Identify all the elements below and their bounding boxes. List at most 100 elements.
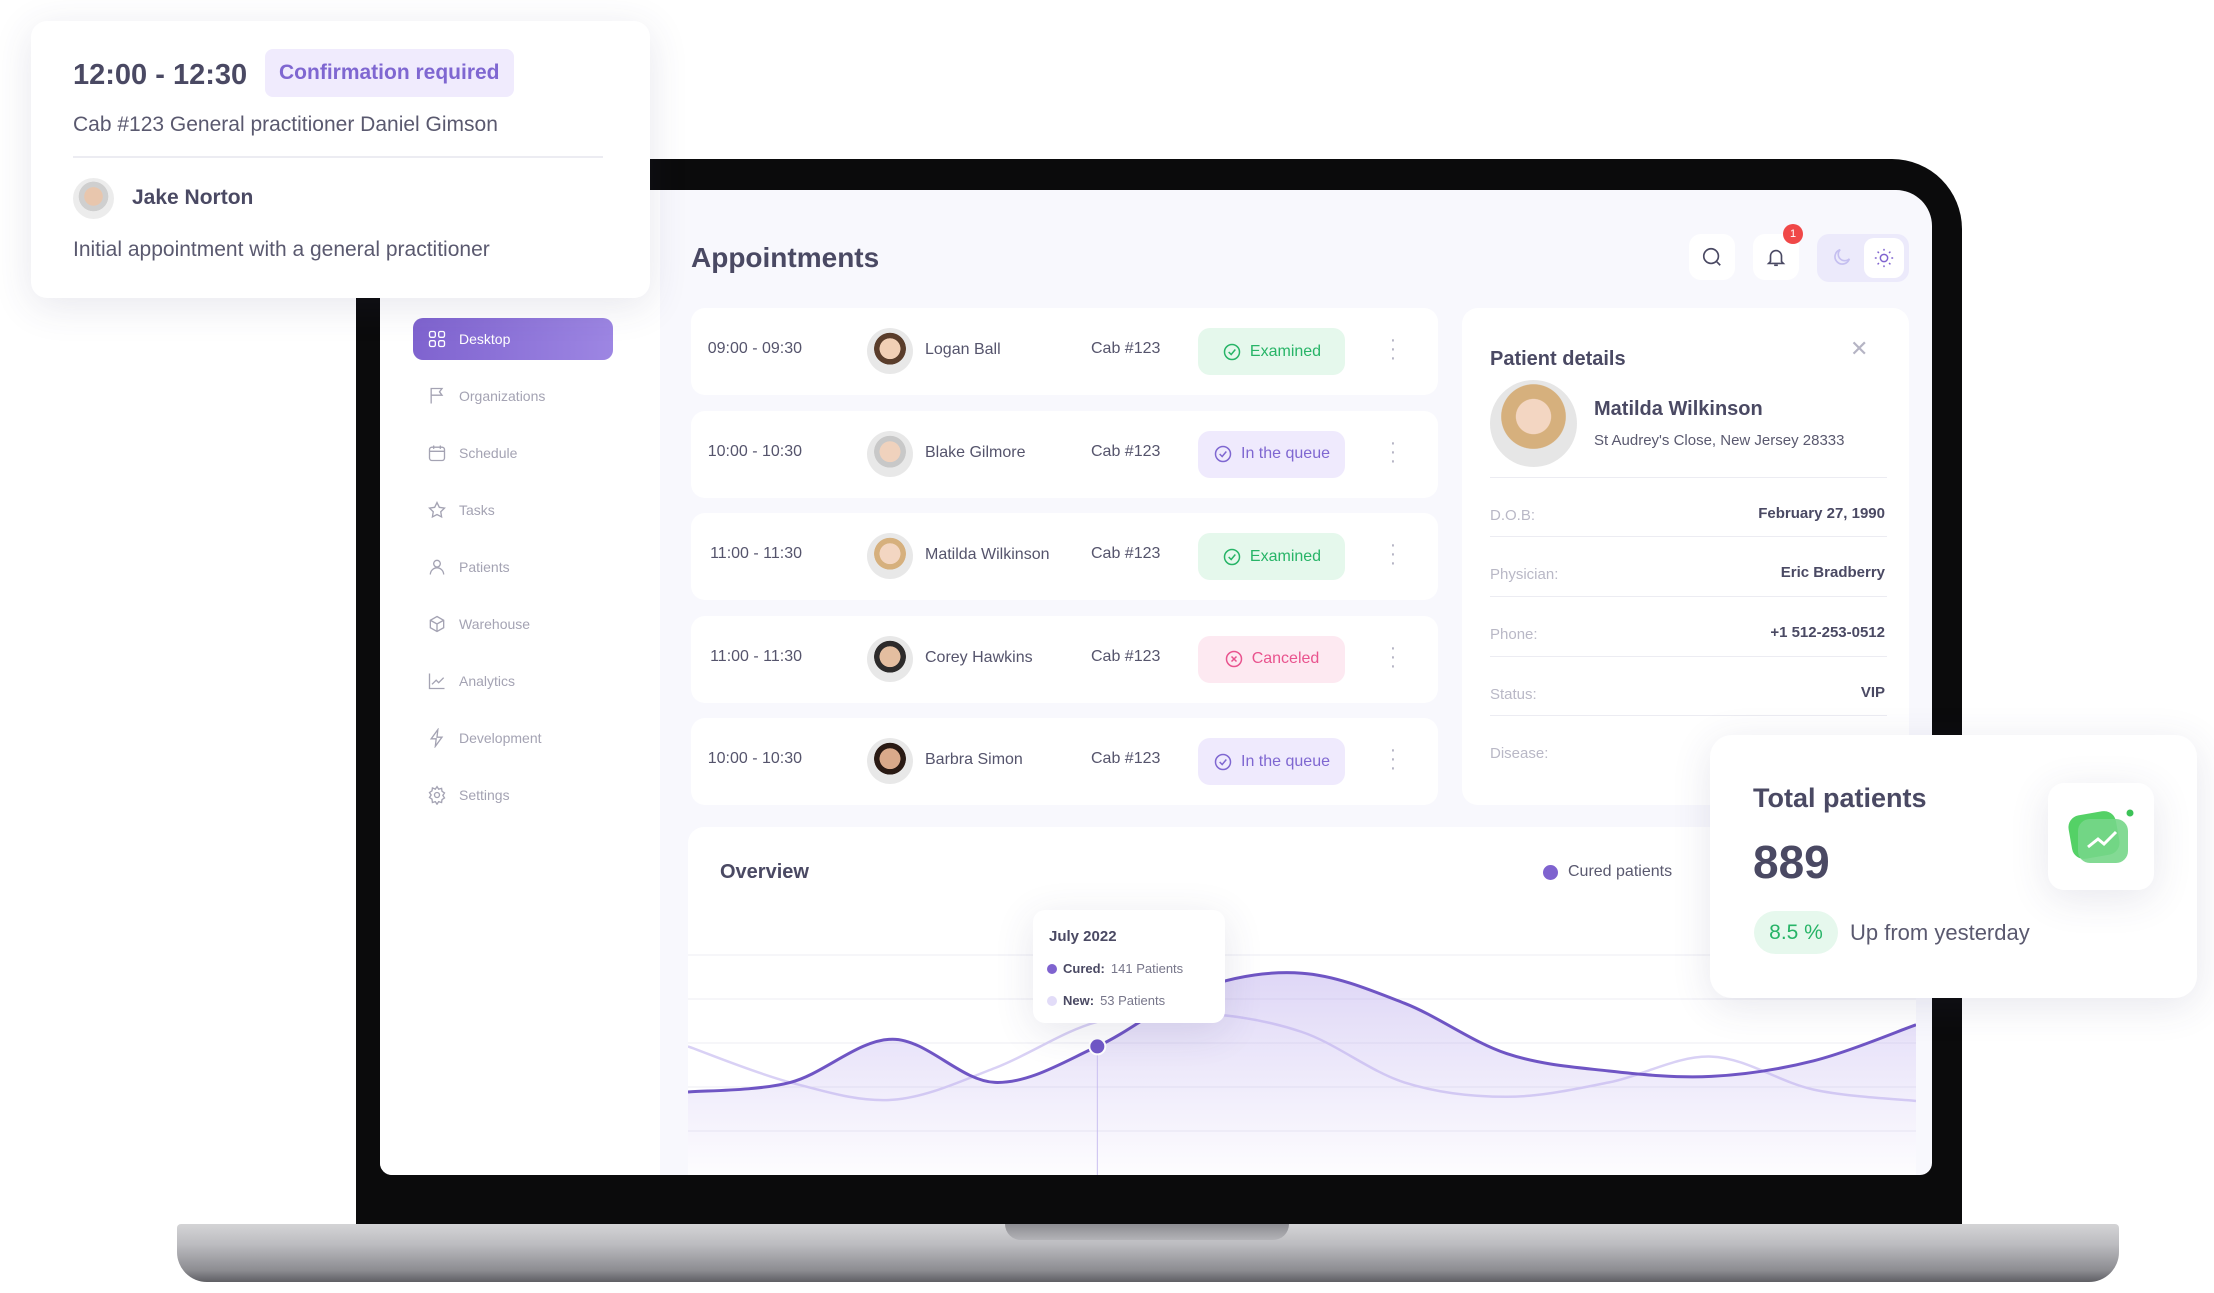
status-badge: Canceled <box>1198 635 1345 683</box>
appointment-row[interactable]: 10:00 - 10:30 Blake Gilmore Cab #123 In … <box>691 410 1438 498</box>
bell-icon <box>1766 249 1786 267</box>
total-value: 889 <box>1753 836 1830 888</box>
divider <box>1490 477 1887 478</box>
cured-series-line <box>688 971 1916 1094</box>
appointment-popup[interactable]: 12:00 - 12:30 Confirmation required Cab … <box>31 21 650 298</box>
check-circle-icon <box>1223 343 1241 360</box>
theme-toggle[interactable] <box>1817 234 1909 282</box>
overview-chart <box>688 954 1916 1175</box>
legend-dot <box>1543 864 1558 880</box>
notifications-button[interactable]: 1 <box>1753 224 1803 280</box>
patient-name[interactable]: Barbra Simon <box>925 751 1023 768</box>
chart-legend: Cured patients <box>1543 863 1672 881</box>
popup-patient-name: Jake Norton <box>132 186 254 209</box>
field-value: February 27, 1990 <box>1758 505 1885 522</box>
cabinet: Cab #123 <box>1091 750 1161 767</box>
appointment-time: 11:00 - 11:30 <box>710 647 802 665</box>
status-label: Examined <box>1249 342 1322 360</box>
chart-line-icon <box>428 673 445 690</box>
app-screen: Desktop Organizations Schedule Tasks Patient… <box>380 190 1932 1175</box>
appointment-row[interactable]: 11:00 - 11:30 Corey Hawkins Cab #123 Can… <box>691 615 1438 703</box>
gear-icon <box>428 785 446 805</box>
patient-name[interactable]: Logan Ball <box>925 341 1001 358</box>
patient-name: Matilda Wilkinson <box>1594 398 1763 420</box>
tooltip-cured: Cured: 141 Patients <box>1047 961 1183 976</box>
cabinet: Cab #123 <box>1091 647 1161 665</box>
sidebar-item-tasks[interactable]: Tasks <box>413 489 613 531</box>
tooltip-title: July 2022 <box>1049 928 1117 945</box>
trend-icon-box <box>2048 783 2154 890</box>
appointment-row[interactable]: 10:00 - 10:30 Barbra Simon Cab #123 In t… <box>691 718 1438 805</box>
patient-details-panel: Patient details ✕ Matilda Wilkinson St A… <box>1462 308 1909 805</box>
laptop-notch <box>1005 1224 1289 1240</box>
field-value: VIP <box>1860 684 1885 701</box>
overview-card: Overview Cured patients July 2022 Cured:… <box>688 827 1916 1175</box>
sun-icon[interactable] <box>1864 238 1904 278</box>
sidebar-item-label: Desktop <box>459 331 511 347</box>
total-title: Total patients <box>1753 783 1927 813</box>
sidebar-item-analytics[interactable]: Analytics <box>413 660 613 702</box>
more-options-icon[interactable]: · · · <box>1389 534 1397 574</box>
confirmation-badge: Confirmation required <box>265 49 514 97</box>
field-value: +1 512-253-0512 <box>1770 624 1885 641</box>
field-value: Eric Bradberry <box>1780 564 1885 581</box>
divider <box>73 156 603 158</box>
patient-address: St Audrey's Close, New Jersey 28333 <box>1594 432 1845 449</box>
sidebar-item-label: Schedule <box>459 445 518 461</box>
status-label: Examined <box>1249 547 1322 565</box>
popup-details: Cab #123 General practitioner Daniel Gim… <box>73 113 498 136</box>
appointment-row[interactable]: 09:00 - 09:30 Logan Ball Cab #123 Examin… <box>691 308 1438 395</box>
user-icon <box>429 559 445 575</box>
tooltip-new-label: New: <box>1063 993 1095 1008</box>
appointment-time: 09:00 - 09:30 <box>707 340 802 357</box>
sidebar-item-development[interactable]: Development <box>413 717 613 759</box>
sidebar-item-label: Organizations <box>459 388 546 404</box>
field-label: Disease: <box>1490 745 1549 762</box>
sidebar-item-patients[interactable]: Patients <box>413 546 613 588</box>
star-icon <box>428 500 446 519</box>
patient-name[interactable]: Corey Hawkins <box>925 648 1033 666</box>
highlight-point[interactable] <box>1088 1037 1107 1056</box>
box-icon <box>429 615 445 633</box>
divider <box>1490 656 1887 657</box>
more-options-icon[interactable]: · · · <box>1389 431 1397 472</box>
more-options-icon[interactable]: · · · <box>1389 329 1397 369</box>
sidebar-item-label: Patients <box>459 559 510 575</box>
status-badge: Examined <box>1198 533 1345 580</box>
status-badge: In the queue <box>1198 738 1345 785</box>
popup-time: 12:00 - 12:30 <box>73 59 248 91</box>
status-badge: Examined <box>1198 328 1345 375</box>
field-label: Phone: <box>1490 626 1538 643</box>
status-badge: In the queue <box>1198 430 1345 478</box>
patient-avatar <box>867 533 913 579</box>
close-icon[interactable]: ✕ <box>1850 336 1869 361</box>
calendar-icon <box>428 445 446 462</box>
sidebar-item-label: Settings <box>459 787 510 803</box>
more-options-icon[interactable]: · · · <box>1389 739 1397 779</box>
change-text: Up from yesterday <box>1850 920 2030 945</box>
search-icon <box>1702 247 1721 266</box>
sidebar-item-desktop[interactable]: Desktop <box>413 318 613 360</box>
sidebar-item-warehouse[interactable]: Warehouse <box>413 603 613 645</box>
patient-name[interactable]: Matilda Wilkinson <box>925 546 1050 563</box>
field-label: Physician: <box>1490 566 1559 583</box>
patient-avatar <box>867 738 913 784</box>
moon-icon[interactable] <box>1831 246 1853 273</box>
search-button[interactable] <box>1689 234 1735 280</box>
patient-name[interactable]: Blake Gilmore <box>925 443 1026 461</box>
sidebar-item-settings[interactable]: Settings <box>413 774 613 816</box>
appointment-row[interactable]: 11:00 - 11:30 Matilda Wilkinson Cab #123… <box>691 513 1438 600</box>
tooltip-cured-value: 141 Patients <box>1110 961 1184 976</box>
cabinet: Cab #123 <box>1091 442 1161 460</box>
more-options-icon[interactable]: · · · <box>1389 636 1397 677</box>
sidebar-item-organizations[interactable]: Organizations <box>413 375 613 417</box>
total-patients-card: Total patients 889 8.5 % Up from yesterd… <box>1710 735 2197 998</box>
tooltip-cured-label: Cured: <box>1063 961 1105 976</box>
sidebar-item-schedule[interactable]: Schedule <box>413 432 613 474</box>
divider <box>1490 715 1887 716</box>
status-label: In the queue <box>1241 445 1330 462</box>
chart-tooltip: July 2022 Cured: 141 Patients New: 53 Pati… <box>1033 910 1225 1023</box>
tooltip-new-value: 53 Patients <box>1100 993 1166 1008</box>
sidebar-item-label: Tasks <box>459 502 495 518</box>
tooltip-new: New: 53 Patients <box>1047 993 1165 1008</box>
